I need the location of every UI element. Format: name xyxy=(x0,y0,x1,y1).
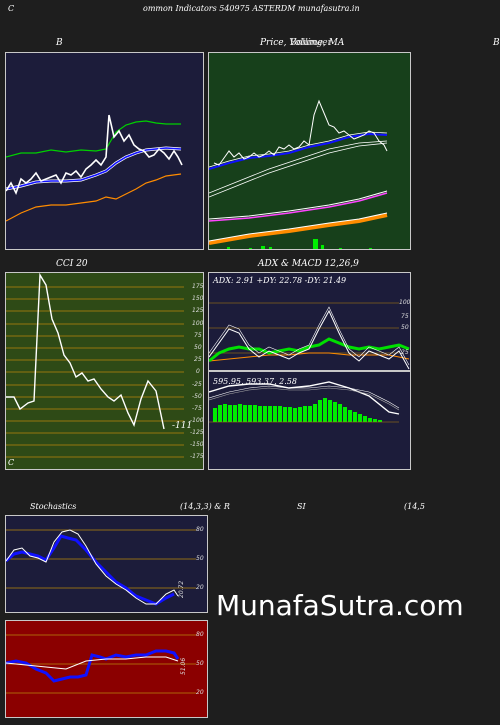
price-overlay-label: Bollinger xyxy=(290,38,332,48)
rsi-chart xyxy=(6,634,196,694)
adx-title: ADX & MACD 12,26,9 xyxy=(258,259,359,269)
cci-tick-minus150: -150 xyxy=(190,441,204,448)
ma-mid-white xyxy=(209,190,388,220)
stoch-si-label: SI xyxy=(297,502,306,511)
cci-tick-minus125: -125 xyxy=(190,429,204,436)
price-chart xyxy=(209,99,388,249)
adx-chart xyxy=(209,302,410,370)
cci-tick-125: 125 xyxy=(192,307,204,314)
ma-long-white xyxy=(209,212,388,242)
macd-histogram xyxy=(213,398,382,422)
ma-blue xyxy=(209,132,388,170)
rsi-panel: 80 50 20 51.06 xyxy=(5,620,208,718)
macd-chart xyxy=(209,381,400,423)
stoch-params: (14,3,3) & R xyxy=(180,502,230,511)
bb-lower-band xyxy=(6,173,182,222)
minus-di-line-2 xyxy=(209,306,410,366)
stoch-title: Stochastics xyxy=(30,502,77,511)
cci-tick-50: 50 xyxy=(194,344,202,351)
rsi-tick-20: 20 xyxy=(196,689,204,696)
header-left-letter: C xyxy=(8,4,15,13)
bb-panel xyxy=(5,52,204,250)
price-panel xyxy=(208,52,411,250)
price-title: Price, Volume, MA xyxy=(260,38,345,48)
bb-chart xyxy=(6,114,183,222)
ma-long-orange xyxy=(209,213,388,245)
rsi-tick-80: 80 xyxy=(196,631,204,638)
adx-panel: ADX: 2.91 +DY: 22.78 -DY: 21.49 100 75 5… xyxy=(208,272,411,371)
bb-title: B xyxy=(56,38,63,48)
cci-title: CCI 20 xyxy=(56,259,88,269)
volume-bars xyxy=(227,239,372,249)
stoch-chart xyxy=(6,529,196,606)
watermark: MunafaSutra.com xyxy=(216,589,464,622)
cci-line xyxy=(6,273,165,430)
adx-line xyxy=(209,352,410,362)
macd-line xyxy=(209,381,400,415)
ma-short-white-1 xyxy=(209,140,388,194)
cci-tick-150: 150 xyxy=(192,295,204,302)
adx-tick-50: 50 xyxy=(401,324,409,331)
ma-blue-white xyxy=(209,131,388,168)
adx-tick-25: 25 xyxy=(401,349,409,356)
price-line xyxy=(213,99,388,166)
cci-tick-75: 75 xyxy=(194,332,202,339)
cci-tick-minus25: -25 xyxy=(192,381,202,388)
stoch-tick-50: 50 xyxy=(196,555,204,562)
bb-price-line xyxy=(6,114,183,196)
cci-panel: 175 150 125 100 75 50 25 0 -25 -50 -75 -… xyxy=(5,272,204,470)
stoch-tick-20: 20 xyxy=(196,584,204,591)
stoch-tick-80: 80 xyxy=(196,526,204,533)
bb-upper-band xyxy=(6,120,181,158)
stoch-d-line xyxy=(6,534,175,606)
macd-panel: 595.95, 593.37, 2.58 xyxy=(208,371,411,470)
ma-short-white-2 xyxy=(209,142,388,198)
macd-values: 595.95, 593.37, 2.58 xyxy=(213,377,297,386)
cci-tick-100: 100 xyxy=(192,320,204,327)
ma-mid-magenta xyxy=(209,192,388,222)
plus-di-line xyxy=(209,337,410,363)
rsi-white-line xyxy=(6,656,179,670)
cci-tick-minus100: -100 xyxy=(190,417,204,424)
adx-values: ADX: 2.91 +DY: 22.78 -DY: 21.49 xyxy=(213,276,347,285)
rsi-blue-line xyxy=(6,649,180,683)
cci-tick-175: 175 xyxy=(192,283,204,290)
price-right-letter: B xyxy=(493,38,500,48)
cci-tick-minus175: -175 xyxy=(190,453,204,460)
cci-tick-0: 0 xyxy=(196,368,200,375)
stoch-si-params: (14,5 xyxy=(404,502,425,511)
cci-tick-minus75: -75 xyxy=(192,405,202,412)
cci-value: -111 xyxy=(172,421,193,431)
adx-tick-75: 75 xyxy=(401,313,409,320)
minus-di-line xyxy=(209,309,410,370)
cci-tick-minus50: -50 xyxy=(192,393,202,400)
rsi-tick-50: 50 xyxy=(196,660,204,667)
stoch-value: 20.72 xyxy=(178,580,185,598)
cci-chart xyxy=(6,273,184,458)
stoch-panel: 80 50 20 20.72 xyxy=(5,515,208,613)
page-header: ommon Indicators 540975 ASTERDM munafasu… xyxy=(143,4,360,13)
rsi-value: 51.06 xyxy=(180,657,187,675)
adx-tick-100: 100 xyxy=(399,299,411,306)
cci-tick-25: 25 xyxy=(194,356,202,363)
macd-signal-2 xyxy=(209,387,400,411)
macd-signal xyxy=(209,385,400,409)
stoch-k-line xyxy=(6,529,179,605)
bottom-left-letter: C xyxy=(8,458,15,467)
